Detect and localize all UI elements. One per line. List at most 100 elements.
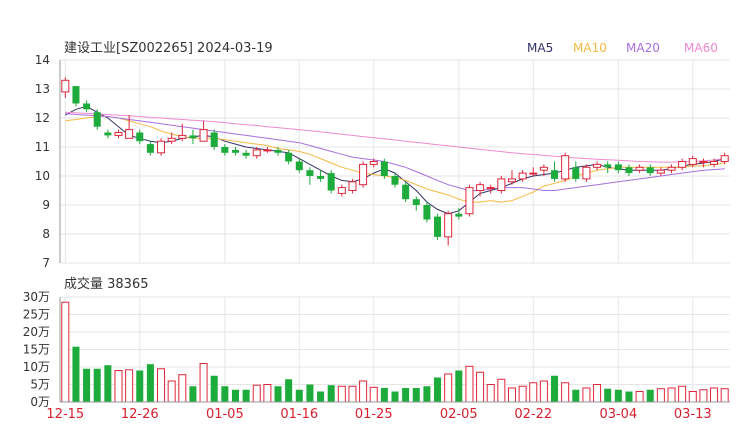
candle-up [167, 132, 176, 145]
candle-body [529, 172, 538, 175]
candle-body [720, 155, 729, 162]
volume-bar-down [146, 364, 154, 402]
candle-body [252, 149, 261, 157]
candle-body [380, 161, 388, 176]
date-tick-label: 01-05 [206, 407, 244, 422]
candle-up [593, 161, 602, 171]
volume-bar-down [210, 375, 218, 402]
candle-up [688, 155, 697, 168]
candle-body [263, 149, 272, 152]
candle-body [412, 199, 420, 205]
candle-body [635, 166, 644, 171]
volume-bar-down [136, 370, 144, 402]
volume-bar-down [604, 388, 612, 402]
volume-bar-up [476, 371, 485, 403]
candle-down [285, 149, 293, 165]
candle-body [518, 172, 527, 180]
candle-up [157, 138, 166, 156]
candle-body [625, 167, 633, 174]
candle-body [306, 170, 314, 176]
candle-up [369, 158, 378, 168]
volume-bar-down [434, 377, 442, 402]
candle-up [486, 184, 495, 194]
price-tick-label: 11 [35, 140, 50, 154]
candle-body [455, 213, 463, 217]
candle-body [593, 163, 602, 168]
candle-body [359, 163, 368, 186]
candle-down [423, 202, 431, 223]
legend-ma5: MA5 [527, 41, 553, 55]
volume-bar-down [242, 389, 250, 402]
candle-up [720, 152, 729, 165]
date-tick-label: 01-16 [280, 407, 318, 422]
candle-down [146, 141, 154, 156]
candle-body [614, 164, 622, 171]
ma-line-ma20 [65, 113, 725, 191]
candle-down [434, 213, 442, 240]
volume-bar-up [507, 387, 516, 403]
date-tick-label: 01-25 [355, 407, 393, 422]
volume-bar-up [667, 387, 676, 403]
volume-bar-up [263, 384, 272, 403]
candle-body [369, 161, 378, 165]
volume-bar-down [402, 388, 410, 402]
candle-down [402, 181, 410, 203]
legend-ma60: MA60 [684, 41, 718, 55]
candle-body [582, 166, 591, 180]
candle-body [444, 213, 453, 238]
candle-up [125, 115, 134, 139]
price-tick-label: 14 [35, 53, 50, 67]
candle-up [61, 77, 70, 98]
volume-bar-down [572, 389, 580, 402]
candle-body [465, 187, 474, 215]
volume-bar-down [380, 388, 388, 402]
candle-down [604, 161, 612, 174]
candle-body [157, 140, 166, 154]
candle-body [656, 169, 665, 174]
volume-bar-down [625, 391, 633, 402]
candle-up [699, 158, 708, 168]
volume-bar-up [539, 380, 548, 403]
candle-body [242, 152, 250, 156]
volume-bar-up [497, 378, 506, 403]
volume-tick-label: 25万 [23, 308, 50, 322]
volume-tick-label: 0万 [30, 395, 50, 409]
ma-line-ma5 [65, 105, 725, 215]
volume-bar-down [391, 391, 399, 402]
date-tick-label: 12-26 [121, 407, 159, 422]
candle-body [710, 161, 719, 165]
candle-down [72, 86, 80, 107]
volume-bar-up [369, 386, 378, 403]
volume-bar-down [72, 346, 80, 402]
volume-bar-up [688, 391, 697, 403]
volume-bar-down [317, 391, 325, 402]
volume-bar-down [221, 386, 229, 402]
candle-body [83, 103, 91, 110]
candle-down [136, 129, 144, 145]
candle-body [210, 132, 218, 147]
candle-body [178, 134, 187, 139]
volume-bar-up [199, 363, 208, 403]
candle-up [252, 147, 261, 159]
volume-bar-down [551, 375, 559, 402]
candle-body [402, 184, 410, 200]
candle-down [614, 161, 622, 174]
candle-up [348, 178, 357, 194]
volume-bar-up [529, 382, 538, 403]
candle-body [507, 178, 516, 183]
candle-up [667, 164, 676, 174]
volume-bar-up [125, 369, 134, 403]
candle-body [604, 164, 612, 168]
volume-bar-up [348, 385, 357, 403]
candle-up [199, 120, 208, 142]
volume-bar-down [189, 386, 197, 402]
price-tick-label: 12 [35, 111, 50, 125]
date-tick-label: 03-13 [674, 407, 712, 422]
legend: MA5 MA10 MA20 MA60 [527, 41, 718, 55]
candle-up [518, 170, 527, 182]
candle-down [317, 170, 325, 182]
volume-bar-up [157, 368, 166, 403]
price-tick-label: 10 [35, 169, 50, 183]
volume-bar-up [561, 382, 570, 403]
candle-up [359, 161, 368, 188]
